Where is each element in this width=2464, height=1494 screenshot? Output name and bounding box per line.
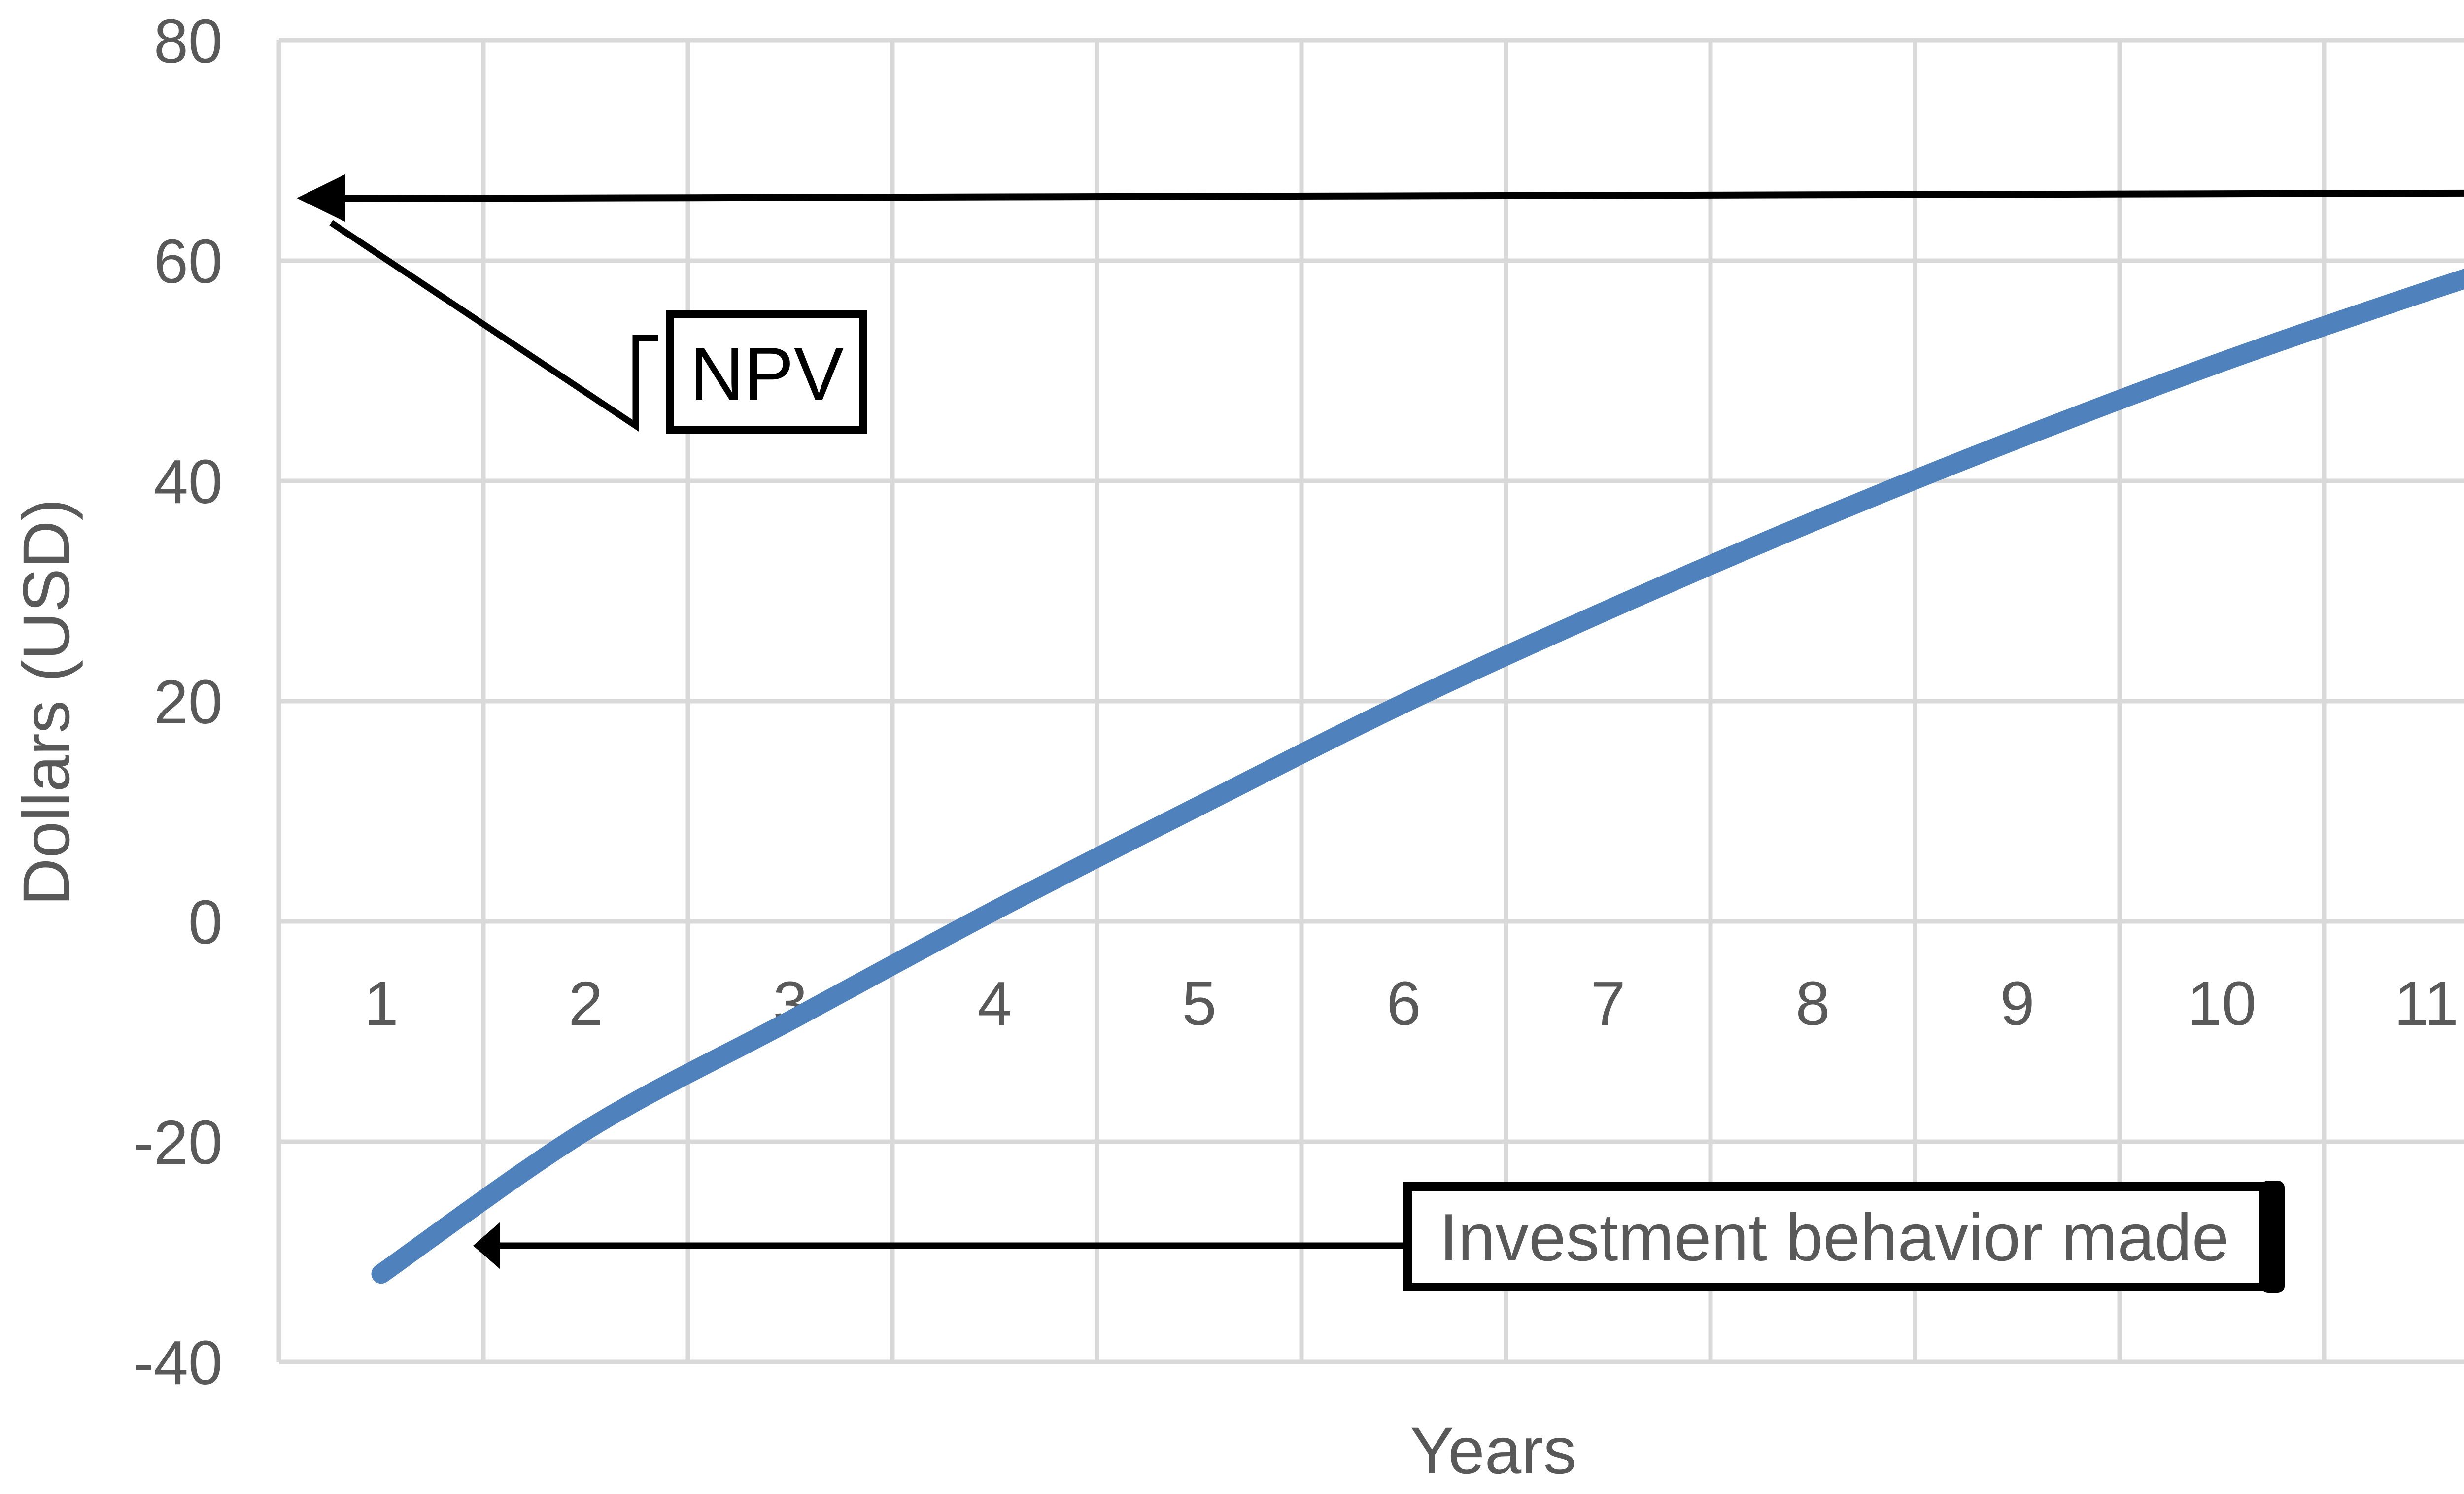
y-tick-label: -40 — [133, 1328, 223, 1397]
x-tick-label: 10 — [2187, 969, 2256, 1038]
investment-label: Investment behavior made — [1439, 1200, 2229, 1275]
x-tick-label: 1 — [364, 969, 398, 1038]
npv-curve — [371, 268, 2464, 1284]
investment-callout: Investment behavior made — [473, 1181, 2285, 1293]
y-tick-label: 40 — [154, 447, 223, 516]
x-tick-label: 11 — [2394, 969, 2459, 1038]
y-tick-label: 80 — [154, 6, 223, 76]
npv-arrow-line — [343, 189, 2464, 202]
x-axis-tick-labels: 123456789101112 — [364, 969, 2459, 1038]
investment-label-box — [1403, 1182, 2267, 1291]
y-axis-title: Dollars (USD) — [10, 499, 83, 906]
npv-callout: NPV — [297, 174, 2464, 434]
x-tick-label: 4 — [977, 969, 1012, 1038]
y-tick-label: 20 — [154, 667, 223, 737]
x-axis-title: Years — [1410, 1414, 1576, 1488]
npv-leader-line — [329, 220, 658, 432]
x-tick-label: 9 — [2000, 969, 2034, 1038]
x-tick-label: 7 — [1591, 969, 1625, 1038]
npv-label-box — [666, 310, 867, 434]
investment-arrowhead-icon — [473, 1222, 500, 1269]
y-tick-label: 60 — [154, 227, 223, 296]
gridlines — [276, 38, 2464, 1364]
x-tick-label: 8 — [1795, 969, 1830, 1038]
x-tick-label: 6 — [1386, 969, 1421, 1038]
x-tick-label: 5 — [1182, 969, 1216, 1038]
npv-label: NPV — [690, 332, 844, 416]
y-tick-label: -20 — [133, 1108, 223, 1177]
y-axis-tick-labels: 80 60 40 20 0 -20 -40 — [133, 6, 223, 1397]
x-tick-label: 2 — [568, 969, 603, 1038]
npv-arrowhead-icon — [297, 174, 345, 222]
y-tick-label: 0 — [188, 887, 223, 957]
investment-label-box-right-edge — [2261, 1181, 2285, 1293]
